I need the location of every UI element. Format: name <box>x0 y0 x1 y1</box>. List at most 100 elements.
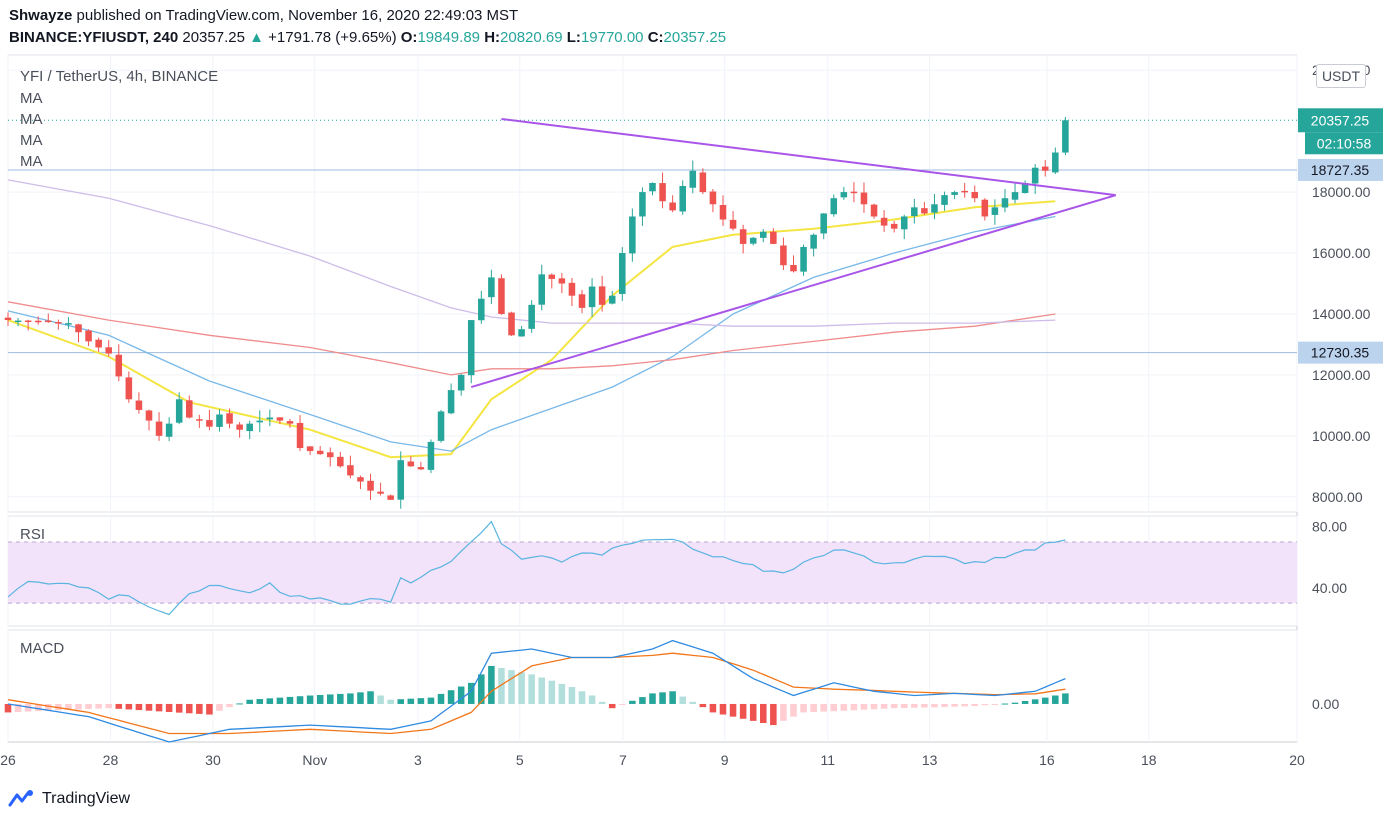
x-tick-label: 5 <box>516 752 524 768</box>
macd-histogram-bar <box>538 677 545 704</box>
y-tick-label: 16000.00 <box>1312 245 1371 261</box>
symbol[interactable]: BINANCE:YFIUSDT, 240 <box>9 29 179 46</box>
candle-body <box>639 192 646 217</box>
macd-histogram-bar <box>45 703 52 711</box>
candle-body <box>155 421 163 436</box>
moving-average-line <box>7 215 1056 452</box>
publisher-name[interactable]: Shwayze <box>9 7 73 24</box>
moving-average-line <box>7 301 1056 376</box>
x-tick-label: 28 <box>103 752 119 768</box>
candle-body <box>367 480 374 491</box>
macd-histogram-bar <box>467 682 475 704</box>
x-tick-label: 13 <box>922 752 938 768</box>
candle-body <box>981 199 989 217</box>
x-tick-label: 30 <box>205 752 221 768</box>
candle-body <box>196 419 203 421</box>
candle-body <box>1062 120 1069 153</box>
candle-body <box>236 424 243 430</box>
macd-histogram-bar <box>24 703 32 712</box>
candle-body <box>749 237 757 244</box>
candle-body <box>558 278 566 284</box>
macd-histogram-bar <box>427 697 435 704</box>
macd-histogram-bar <box>367 691 374 704</box>
ma-legend-1[interactable]: MA <box>20 90 43 107</box>
macd-histogram-bar <box>518 672 525 704</box>
macd-histogram-bar <box>528 674 535 704</box>
macd-line <box>7 639 1066 743</box>
macd-histogram-bar <box>337 693 344 704</box>
low-label: L: <box>566 29 581 46</box>
macd-histogram-bar <box>175 703 183 713</box>
macd-histogram-bar <box>689 701 697 704</box>
x-tick-label: 3 <box>414 752 422 768</box>
macd-histogram-bar <box>85 703 92 710</box>
macd-histogram-bar <box>14 703 22 712</box>
candle-body <box>266 417 274 420</box>
change: +1791.78 (+9.65%) <box>268 29 397 46</box>
macd-label[interactable]: MACD <box>20 640 65 657</box>
candle-body <box>387 495 394 500</box>
macd-histogram-bar <box>1052 695 1059 704</box>
candle-body <box>14 320 22 323</box>
macd-histogram-bar <box>669 691 676 704</box>
candle-body <box>1041 166 1049 171</box>
macd-histogram-bar <box>115 703 123 709</box>
ma-legend-4[interactable]: MA <box>20 153 43 170</box>
ma-legend-2[interactable]: MA <box>20 111 43 128</box>
brand-name: TradingView <box>42 790 131 807</box>
macd-histogram-bar <box>800 703 807 713</box>
candle-body <box>659 183 666 202</box>
candle-body <box>246 423 253 432</box>
last-price-tag <box>1298 108 1383 133</box>
macd-histogram-bar <box>296 696 304 704</box>
macd-histogram-bar <box>407 698 415 704</box>
candle-body <box>1001 198 1009 208</box>
x-tick-label: 16 <box>1039 752 1055 768</box>
candle-body <box>578 294 586 308</box>
candle-body <box>337 456 344 467</box>
candle-body <box>45 320 52 323</box>
macd-signal-line <box>7 652 1066 735</box>
macd-histogram-bar <box>457 686 465 704</box>
macd-histogram-bar <box>749 703 757 721</box>
candle-body <box>951 192 958 195</box>
macd-tick-label: 0.00 <box>1312 696 1339 712</box>
candle-body <box>800 246 807 272</box>
macd-histogram-bar <box>971 703 979 707</box>
candle-body <box>528 304 535 329</box>
currency-button[interactable]: USDT <box>1316 64 1366 88</box>
publisher-line: Shwayze published on TradingView.com, No… <box>9 7 518 24</box>
candle-body <box>1031 167 1039 184</box>
close-value: 20357.25 <box>663 29 727 46</box>
macd-histogram-bar <box>931 703 938 708</box>
macd-histogram-bar <box>347 693 354 704</box>
macd-histogram-bar <box>981 703 989 706</box>
level-tag-text: 18727.35 <box>1311 162 1370 178</box>
candle-body <box>619 253 626 294</box>
last-price: 20357.25 <box>182 29 245 46</box>
candle-body <box>890 223 898 229</box>
macd-histogram-bar <box>780 703 787 721</box>
ma-legend-3[interactable]: MA <box>20 132 43 149</box>
countdown-text: 02:10:58 <box>1317 135 1372 151</box>
candle-body <box>719 204 727 220</box>
candle-body <box>377 491 384 494</box>
macd-histogram-bar <box>548 680 556 704</box>
chart-title: YFI / TetherUS, 4h, BINANCE <box>20 68 219 85</box>
candle-body <box>1052 152 1059 173</box>
tradingview-logo[interactable]: TradingView <box>8 789 130 809</box>
candle-body <box>407 461 415 467</box>
macd-histogram-bar <box>850 703 858 711</box>
candle-body <box>4 317 12 321</box>
candle-body <box>649 182 656 192</box>
macd-histogram-bar <box>1021 701 1029 704</box>
macd-histogram-bar <box>911 703 918 708</box>
tradingview-logo-icon <box>8 790 33 807</box>
macd-histogram-bar <box>135 703 143 711</box>
open-value: 19849.89 <box>417 29 481 46</box>
macd-histogram-bar <box>1062 693 1069 704</box>
rsi-label[interactable]: RSI <box>20 526 46 543</box>
y-tick-label: 10000.00 <box>1312 428 1371 444</box>
candle-body <box>729 219 737 229</box>
